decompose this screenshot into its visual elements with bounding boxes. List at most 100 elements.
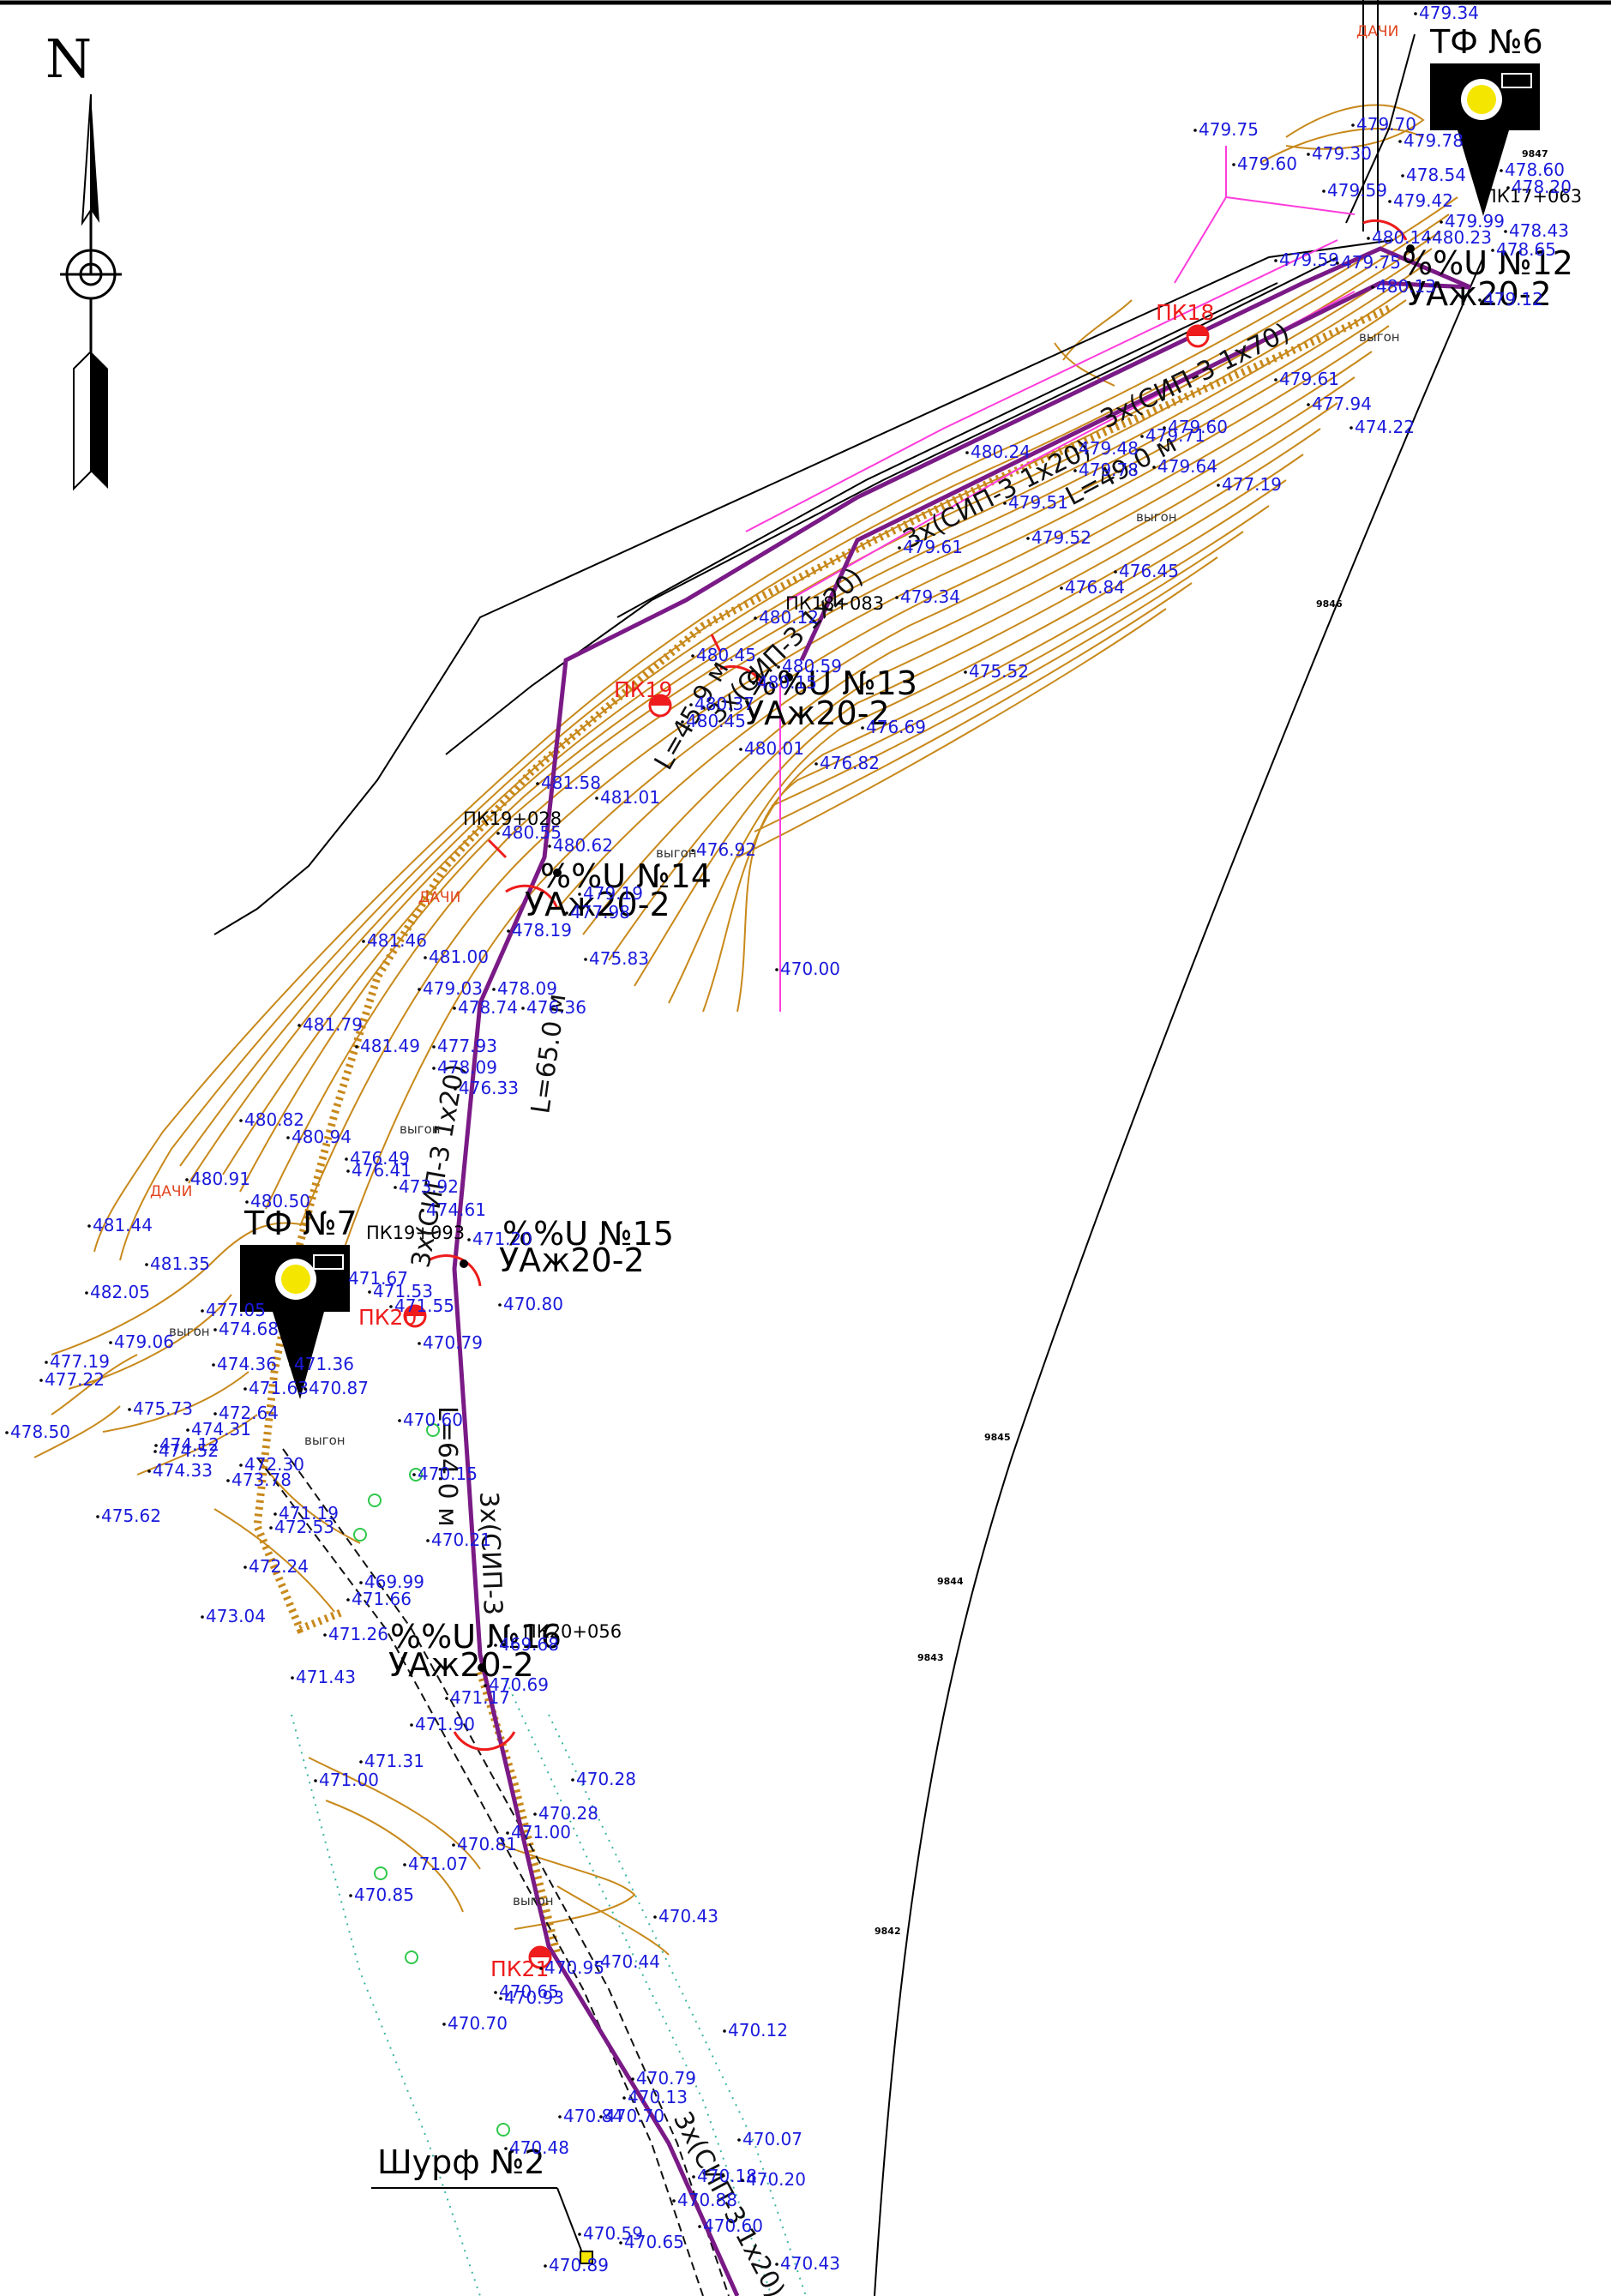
spot-point: [737, 2138, 741, 2142]
spot-elevation-label: 470.59: [583, 2223, 643, 2244]
spot-point: [1026, 537, 1030, 540]
spot-elevation-label: 478.43: [1509, 220, 1569, 241]
spot-elevation-label: 470.95: [544, 1957, 604, 1978]
spot-point: [544, 2264, 547, 2268]
svg-text:L=64.0 м: L=64.0 м: [432, 1406, 462, 1527]
spot-elevation-label: 474.12: [159, 1434, 219, 1455]
spot-elevation-label: 470.93: [504, 1987, 564, 2008]
spot-elevation-label: 474.33: [153, 1460, 213, 1481]
spot-elevation-label: 479.61: [1279, 369, 1339, 389]
spot-elevation-label: 473.92: [399, 1176, 459, 1197]
spot-elevation-label: 471.20: [472, 1229, 532, 1249]
photo-point-tf7: ТФ №7: [240, 1205, 358, 1399]
spot-point: [432, 1067, 436, 1070]
spot-elevation-label: 470.44: [600, 1951, 660, 1972]
svg-text:УАж20-2: УАж20-2: [744, 694, 890, 732]
spot-point: [355, 1045, 358, 1049]
svg-text:выгон: выгон: [1136, 509, 1177, 525]
spot-elevation-label: 479.52: [1031, 527, 1091, 548]
spot-point: [389, 1305, 393, 1308]
picket-angle-arcs: [428, 219, 1408, 1752]
spot-elevation-label: 479.59: [1279, 249, 1339, 270]
spot-point: [289, 1363, 292, 1367]
spot-elevation-label: 469.68: [499, 1634, 559, 1655]
spot-elevation-label: 471.00: [511, 1822, 571, 1842]
spot-point: [494, 1991, 497, 1994]
spot-elevation-label: 478.65: [1496, 239, 1556, 260]
spot-elevation-label: 470.60: [403, 1409, 463, 1430]
spot-elevation-label: 479.75: [1199, 119, 1259, 140]
spot-point: [87, 1224, 91, 1228]
spot-elevation-label: 481.58: [541, 772, 601, 793]
spot-elevation-label: 479.75: [1341, 252, 1401, 273]
spot-point: [1371, 285, 1374, 289]
spot-point: [349, 1894, 352, 1897]
spot-elevation-label: 477.22: [45, 1369, 105, 1390]
spot-elevation-label: 481.46: [367, 930, 427, 951]
spot-point: [578, 2233, 581, 2236]
spot-point: [775, 968, 778, 971]
spot-elevation-label: 474.31: [191, 1419, 251, 1440]
pole-16: %%U №16 УАж20-2: [388, 1618, 562, 1684]
spot-elevation-label: 471.66: [352, 1589, 412, 1609]
pit-marker: Шурф №2: [371, 2143, 593, 2264]
spot-elevation-label: 476.82: [820, 753, 880, 773]
spot-elevation-label: 476.84: [1065, 577, 1125, 598]
spot-elevation-label: 480.23: [1432, 227, 1492, 248]
spot-elevation-label: 474.52: [159, 1440, 219, 1461]
spot-elevation-label: 471.90: [415, 1714, 475, 1734]
spot-elevation-label: 479.59: [1327, 180, 1387, 201]
spot-point: [1193, 129, 1197, 132]
north-arrow: N: [45, 27, 122, 491]
poles: %%U №12 УАж20-2 %%U №13 УАж20-2 %%U №14 …: [388, 244, 1573, 1684]
spot-point: [212, 1363, 215, 1367]
spot-point: [595, 796, 598, 800]
photo-point-label: ТФ №6: [1429, 23, 1543, 61]
spot-point: [536, 782, 539, 785]
spot-point: [1388, 200, 1392, 203]
spot-point: [418, 988, 421, 991]
spot-elevation-label: 478.09: [497, 978, 557, 999]
svg-text:выгон: выгон: [1359, 329, 1400, 345]
spot-point: [147, 1470, 151, 1473]
spot-point: [1427, 237, 1430, 240]
spot-elevation-label: 476.92: [696, 839, 756, 860]
spot-point: [631, 2077, 634, 2081]
spot-elevation-label: 471.26: [328, 1624, 388, 1644]
spot-elevation-label: 470.65: [499, 1981, 559, 2002]
spot-point: [739, 748, 742, 751]
spot-elevation-label: 475.62: [101, 1506, 161, 1526]
svg-text:9842: 9842: [875, 1926, 901, 1937]
spot-point: [201, 1615, 204, 1619]
spot-point: [245, 1200, 249, 1204]
spot-point: [1440, 220, 1443, 224]
spot-point: [298, 1024, 301, 1027]
spot-point: [274, 1512, 277, 1516]
spot-point: [752, 682, 755, 685]
picket-pk18: ПК18: [1156, 300, 1214, 348]
spot-elevation-label: 472.64: [219, 1403, 279, 1423]
spot-elevation-label: 482.05: [90, 1282, 150, 1302]
spot-point: [269, 1526, 273, 1530]
spot-elevation-label: 479.78: [1404, 130, 1464, 151]
spot-point: [213, 1412, 217, 1415]
spot-elevation-label: 477.98: [570, 902, 630, 923]
svg-text:ПК20: ПК20: [358, 1305, 417, 1330]
spot-elevation-label: 469.99: [364, 1572, 424, 1592]
spot-point: [1073, 469, 1077, 472]
spot-elevation-label: 480.55: [502, 822, 562, 843]
spot-point: [286, 1136, 290, 1139]
spot-elevation-label: 477.19: [1222, 474, 1282, 495]
spot-point: [1401, 174, 1404, 177]
spot-point: [421, 1209, 424, 1212]
spot-elevation-label: 471.00: [319, 1770, 379, 1790]
spot-point: [243, 1387, 247, 1391]
spot-elevation-label: 472.30: [244, 1454, 304, 1475]
spot-elevation-label: 481.44: [93, 1215, 153, 1235]
spot-elevation-label: 476.49: [350, 1148, 410, 1169]
svg-text:ПК18: ПК18: [1156, 300, 1214, 325]
spot-point: [1367, 237, 1370, 240]
spot-elevation-label: 476.33: [459, 1078, 519, 1098]
svg-text:УАж20-2: УАж20-2: [499, 1241, 645, 1279]
spot-elevation-label: 474.36: [217, 1354, 277, 1374]
